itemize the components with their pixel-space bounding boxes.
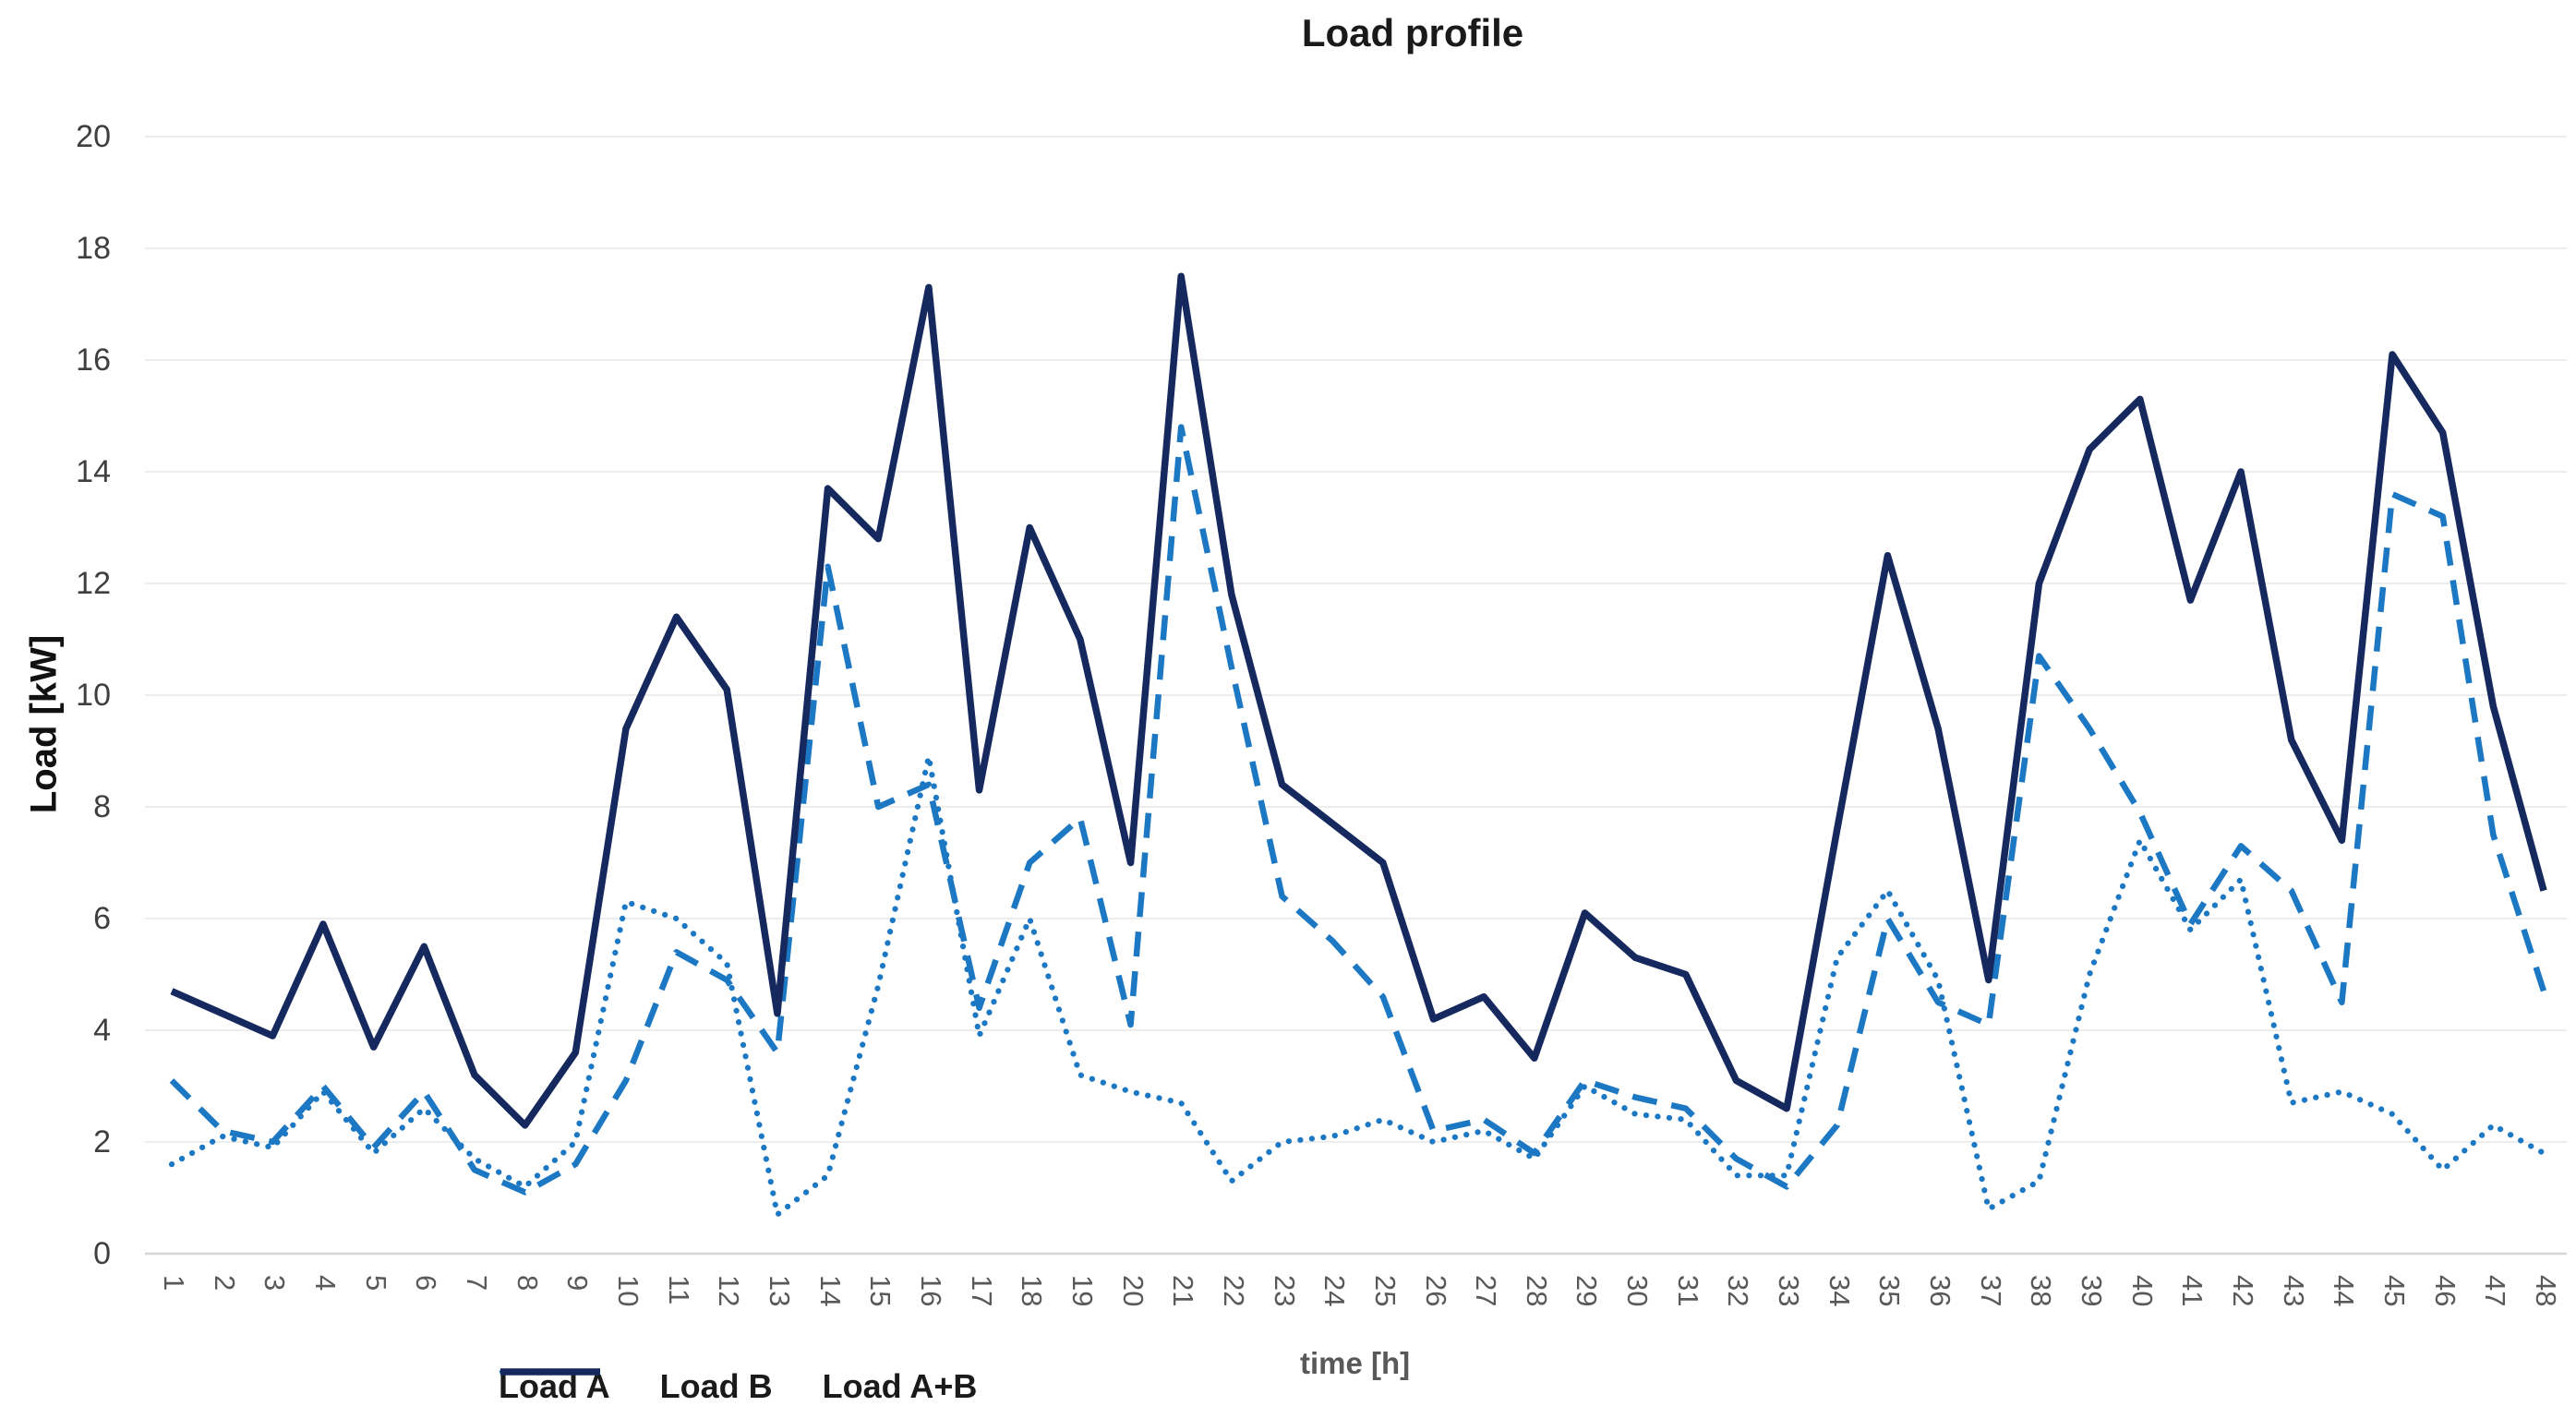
x-axis-tick-label: 45 (2378, 1275, 2412, 1307)
x-axis-tick-label: 6 (410, 1275, 443, 1292)
legend-item-load-ab: Load A+B (500, 1367, 978, 1406)
y-axis-tick-label: 8 (93, 789, 111, 824)
x-axis-tick-label: 3 (259, 1275, 292, 1292)
y-axis-tick-label: 4 (93, 1013, 111, 1048)
x-axis-tick-label: 5 (359, 1275, 392, 1292)
series-line-load-a (169, 424, 2547, 1196)
legend-label-load-ab: Load A+B (822, 1367, 978, 1405)
x-axis-tick-label: 48 (2530, 1275, 2563, 1307)
x-axis-tick-label: 22 (1217, 1275, 1250, 1307)
x-axis-tick-label: 18 (1016, 1275, 1049, 1307)
x-axis-tick-label: 24 (1318, 1275, 1352, 1307)
series-line-load-b (168, 753, 2547, 1218)
x-axis-tick-label: 42 (2227, 1275, 2260, 1307)
y-axis-tick-label: 20 (76, 119, 111, 154)
x-axis-tick-label: 40 (2125, 1275, 2159, 1307)
x-axis-tick-label: 10 (611, 1275, 644, 1307)
x-axis-title: time [h] (1300, 1346, 1411, 1380)
x-axis-tick-label: 27 (1470, 1275, 1503, 1307)
x-axis-tick-label: 32 (1722, 1275, 1755, 1307)
x-axis-tick-label: 35 (1873, 1275, 1907, 1307)
x-axis-tick-label: 14 (813, 1275, 847, 1307)
x-axis-tick-label: 15 (864, 1275, 897, 1307)
x-axis-tick-label: 8 (511, 1275, 544, 1292)
x-axis-tick-label: 30 (1621, 1275, 1655, 1307)
x-axis-tick-label: 36 (1924, 1275, 1957, 1307)
x-axis-tick-label: 44 (2328, 1275, 2361, 1307)
y-axis-tick-label: 14 (76, 454, 111, 489)
x-axis-tick-label: 16 (914, 1275, 947, 1307)
x-axis-tick-label: 38 (2025, 1275, 2058, 1307)
x-axis-tick-label: 31 (1671, 1275, 1704, 1307)
x-axis-tick-label: 2 (208, 1275, 241, 1292)
series-line-load-a-b (170, 272, 2547, 1129)
legend-label-load-b: Load B (659, 1367, 773, 1405)
x-axis-tick-label: 43 (2277, 1275, 2310, 1307)
x-axis-tick-label: 23 (1268, 1275, 1301, 1307)
y-axis-tick-label: 16 (76, 342, 111, 378)
chart-title-row: Load profile (0, 11, 2576, 55)
chart-title: Load profile (1301, 11, 1524, 54)
x-axis-tick-label: 46 (2428, 1275, 2462, 1307)
x-axis-tick-label: 13 (763, 1275, 796, 1307)
x-axis-tick-label: 1 (158, 1275, 190, 1292)
y-axis-tick-label: 10 (76, 678, 111, 713)
x-axis-tick-label: 33 (1773, 1275, 1806, 1307)
x-axis-tick-label: 20 (1116, 1275, 1150, 1307)
x-axis-tick-label: 17 (965, 1275, 998, 1307)
x-axis-tick-label: 19 (1065, 1275, 1099, 1307)
legend: Load A Load B Load A+B (499, 1367, 977, 1406)
y-axis-tick-label: 18 (76, 231, 111, 266)
x-axis-tick-label: 25 (1368, 1275, 1402, 1307)
x-axis-tick-label: 39 (2076, 1275, 2109, 1307)
legend-solid-line-icon (500, 1368, 600, 1376)
x-axis-tick-label: 37 (1974, 1275, 2007, 1307)
x-axis-tick-label: 9 (561, 1275, 595, 1292)
x-axis-tick-label: 47 (2479, 1275, 2512, 1307)
x-axis-tick-label: 26 (1419, 1275, 1452, 1307)
x-axis-tick-label: 11 (662, 1275, 695, 1305)
x-axis-tick-label: 41 (2176, 1275, 2209, 1307)
y-axis-tick-label: 0 (93, 1236, 111, 1271)
y-axis-tick-label: 2 (93, 1124, 111, 1160)
x-axis-tick-label: 7 (460, 1275, 493, 1292)
y-axis-tick-label: 12 (76, 566, 111, 601)
x-axis-tick-label: 34 (1823, 1275, 1856, 1307)
x-axis-tick-label: 28 (1520, 1275, 1553, 1307)
legend-item-load-b: Load B (499, 1367, 773, 1406)
x-axis-tick-label: 21 (1167, 1275, 1200, 1307)
x-axis-tick-label: 4 (308, 1275, 342, 1292)
y-axis-tick-label: 6 (93, 901, 111, 936)
x-axis-tick-label: 12 (713, 1275, 746, 1307)
x-axis-tick-label: 29 (1571, 1275, 1604, 1307)
